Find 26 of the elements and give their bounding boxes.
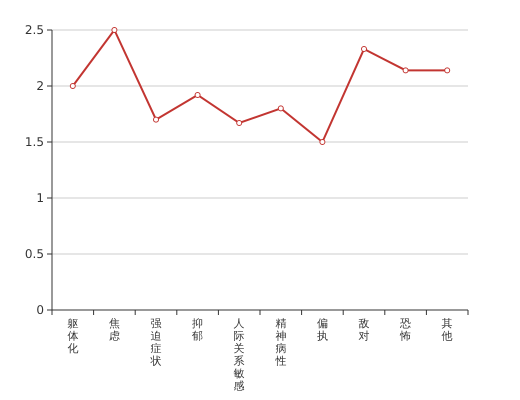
point <box>236 120 242 126</box>
x-tick-label: 人际关系敏感 <box>234 317 245 392</box>
x-tick-label: 精神病性 <box>274 317 286 368</box>
y-tick-label: 2 <box>36 79 44 93</box>
point <box>111 27 118 33</box>
point <box>278 105 284 112</box>
y-tick-label: 0 <box>36 303 44 317</box>
x-tick-label: 焦虑 <box>108 317 120 342</box>
point <box>444 67 450 74</box>
y-tick-label: 1.5 <box>24 135 44 149</box>
x-tick-label: 恐怖 <box>399 317 412 342</box>
point <box>153 116 159 123</box>
point <box>319 139 326 145</box>
point <box>402 67 409 74</box>
x-tick-label: 其他 <box>442 317 453 342</box>
x-tick-label: 强迫症状 <box>150 317 162 368</box>
x-tick-label: 躯体化 <box>67 317 78 355</box>
point <box>70 83 76 89</box>
point <box>361 46 367 52</box>
x-tick-label: 抑郁 <box>192 317 204 342</box>
y-tick-label: 0.5 <box>24 247 44 261</box>
y-tick-label: 1 <box>36 191 44 205</box>
point <box>194 92 201 98</box>
x-tick-label: 敌对 <box>358 317 370 342</box>
y-tick-label: 2.5 <box>24 23 44 37</box>
x-tick-label: 偏执 <box>316 317 328 342</box>
